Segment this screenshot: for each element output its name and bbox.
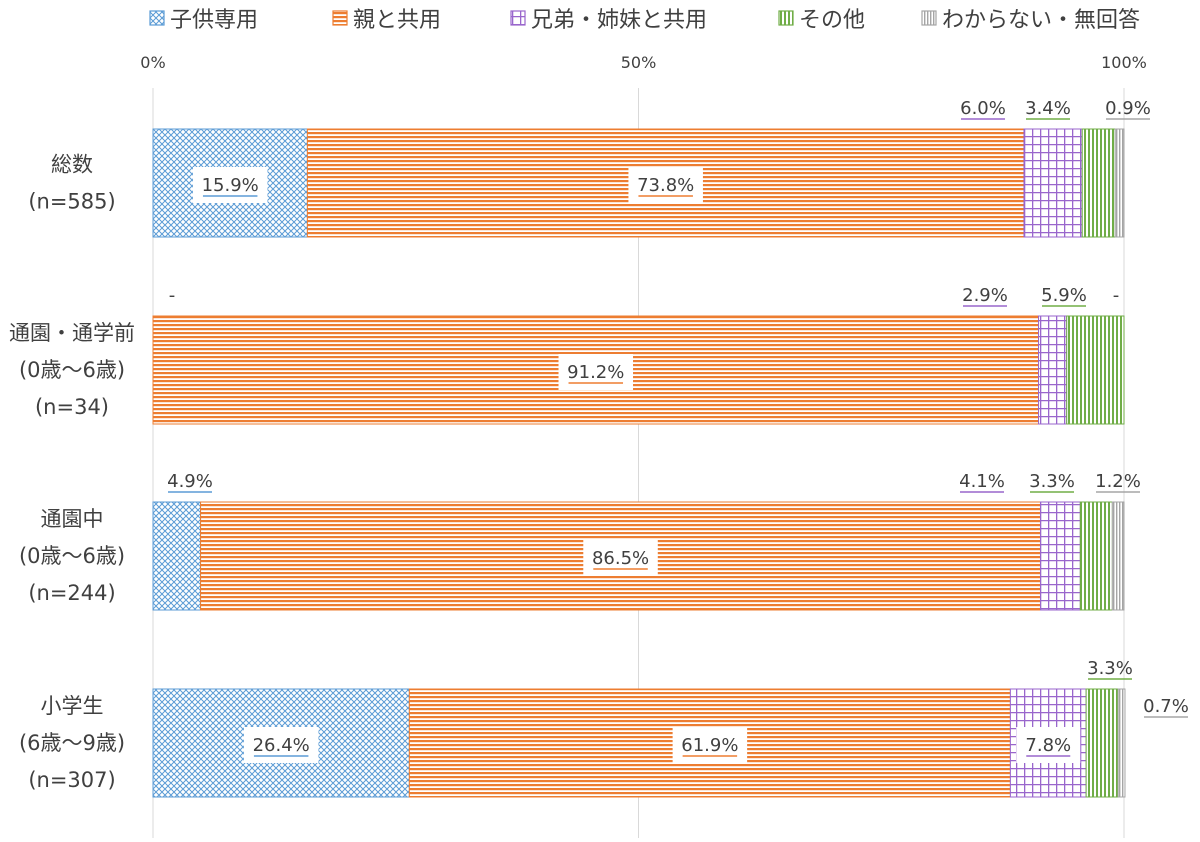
- svg-text:5.9%: 5.9%: [1041, 285, 1087, 306]
- category-label: (n=34): [35, 395, 109, 419]
- svg-text:7.8%: 7.8%: [1025, 735, 1071, 756]
- category-label: 総数: [51, 153, 93, 177]
- svg-text:3.4%: 3.4%: [1025, 98, 1071, 119]
- svg-text:15.9%: 15.9%: [202, 175, 259, 196]
- x-tick-label: 0%: [140, 53, 165, 72]
- bar-segment: [1114, 128, 1125, 238]
- svg-text:61.9%: 61.9%: [681, 735, 738, 756]
- legend-swatch: [921, 10, 937, 26]
- svg-text:-: -: [1113, 285, 1120, 306]
- data-labels: 15.9% 73.8% 6.0% 3.4% 0.9% - 91.2% 2.9% 5.9% - 4.9…: [167, 98, 1189, 763]
- bar-segment: [1085, 688, 1119, 798]
- category-label: (6歳〜9歳): [19, 731, 125, 755]
- data-label: 3.3%: [1087, 658, 1133, 680]
- data-label: 4.9%: [167, 471, 213, 493]
- data-label: 15.9%: [192, 167, 268, 203]
- category-labels: 総数 (n=585) 通園・通学前 (0歳〜6歳) (n=34) 通園中 (0歳〜6歳) (n…: [9, 153, 135, 793]
- legend: 子供専用 親と共用 兄弟・姉妹と共用 その他 わからない・無回答: [149, 8, 1140, 33]
- legend-label: その他: [799, 8, 865, 33]
- svg-text:91.2%: 91.2%: [567, 362, 624, 383]
- svg-text:0.9%: 0.9%: [1105, 98, 1151, 119]
- svg-text:4.1%: 4.1%: [959, 471, 1005, 492]
- svg-text:1.2%: 1.2%: [1095, 471, 1141, 492]
- data-label: 2.9%: [962, 285, 1008, 307]
- legend-swatch: [510, 10, 526, 26]
- x-tick-label: 50%: [621, 53, 657, 72]
- svg-text:-: -: [169, 285, 176, 306]
- svg-text:0.7%: 0.7%: [1143, 696, 1189, 717]
- legend-label: 親と共用: [353, 8, 441, 33]
- x-tick-label: 100%: [1101, 53, 1147, 72]
- category-label: 通園中: [41, 507, 104, 531]
- bar-segment: [1066, 315, 1125, 425]
- category-label: (n=585): [28, 190, 115, 214]
- data-label: 91.2%: [558, 354, 634, 390]
- svg-text:26.4%: 26.4%: [253, 735, 310, 756]
- svg-text:73.8%: 73.8%: [637, 175, 694, 196]
- data-label: 5.9%: [1041, 285, 1087, 307]
- data-label: 4.1%: [959, 471, 1005, 493]
- legend-label: わからない・無回答: [942, 8, 1140, 33]
- category-label: 小学生: [41, 694, 104, 718]
- data-label: 73.8%: [628, 167, 703, 203]
- svg-text:6.0%: 6.0%: [960, 98, 1006, 119]
- x-axis-ticks: 0% 50% 100%: [140, 53, 1147, 72]
- data-label: 3.3%: [1029, 471, 1075, 493]
- category-label: (n=244): [28, 581, 115, 605]
- bar-segment: [1038, 315, 1068, 425]
- svg-text:4.9%: 4.9%: [167, 471, 213, 492]
- bar-segment: [1111, 501, 1125, 611]
- legend-item: その他: [778, 8, 865, 33]
- svg-text:3.3%: 3.3%: [1029, 471, 1075, 492]
- data-label: 6.0%: [960, 98, 1006, 120]
- category-label: (0歳〜6歳): [19, 544, 125, 568]
- data-label: 3.4%: [1025, 98, 1071, 120]
- data-label: 0.9%: [1105, 98, 1151, 120]
- data-label: -: [169, 285, 176, 306]
- legend-item: わからない・無回答: [921, 8, 1140, 33]
- legend-label: 兄弟・姉妹と共用: [531, 8, 707, 33]
- data-label: -: [1113, 285, 1120, 306]
- legend-label: 子供専用: [170, 8, 258, 33]
- bar-segment: [152, 501, 202, 611]
- bar-segment: [1081, 128, 1116, 238]
- legend-item: 兄弟・姉妹と共用: [510, 8, 707, 33]
- data-label: 86.5%: [583, 540, 658, 576]
- bar-segment: [1117, 688, 1126, 798]
- data-label: 1.2%: [1095, 471, 1141, 493]
- data-label: 61.9%: [672, 727, 748, 763]
- svg-text:2.9%: 2.9%: [962, 285, 1008, 306]
- legend-swatch: [332, 10, 348, 26]
- data-label: 7.8%: [1016, 727, 1081, 763]
- svg-text:86.5%: 86.5%: [592, 548, 649, 569]
- legend-item: 子供専用: [149, 8, 258, 33]
- bar-segment: [1079, 501, 1113, 611]
- bar-segment: [1023, 128, 1083, 238]
- legend-item: 親と共用: [332, 8, 441, 33]
- data-label: 26.4%: [243, 727, 319, 763]
- category-label: (n=307): [28, 768, 115, 792]
- category-label: 通園・通学前: [9, 321, 135, 345]
- legend-swatch: [778, 10, 794, 26]
- data-label: 0.7%: [1143, 696, 1189, 718]
- category-label: (0歳〜6歳): [19, 358, 125, 382]
- svg-text:3.3%: 3.3%: [1087, 658, 1133, 679]
- legend-swatch: [149, 10, 165, 26]
- bar-segment: [1039, 501, 1081, 611]
